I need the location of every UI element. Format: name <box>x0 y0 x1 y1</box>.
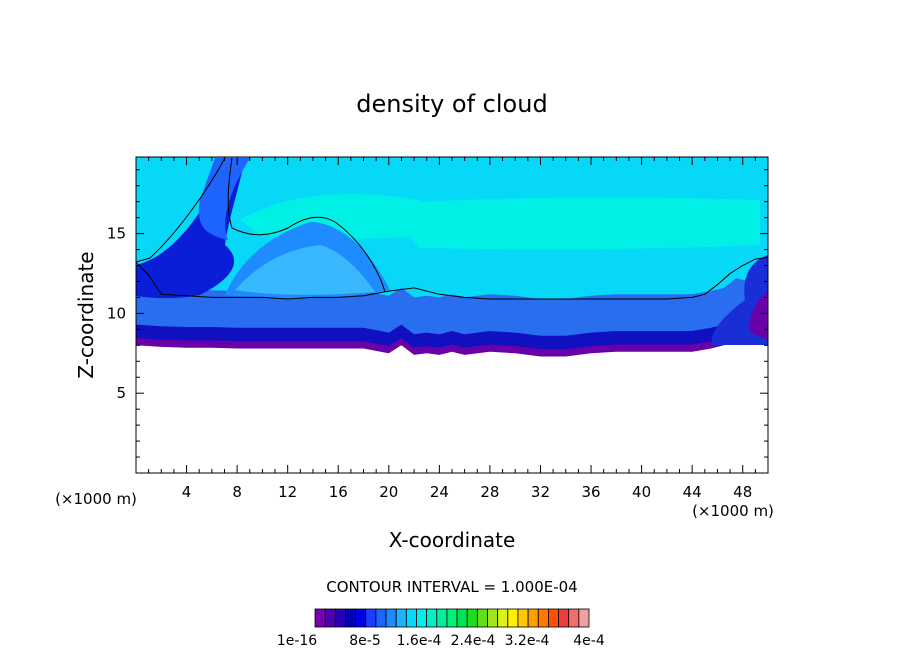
x-tick-label: 4 <box>182 483 192 501</box>
y-axis-label: Z-coordinate <box>74 251 98 378</box>
colorbar-swatch <box>405 608 417 628</box>
x-tick-label: 44 <box>683 483 702 501</box>
colorbar <box>314 608 590 628</box>
chart-title: density of cloud <box>356 90 547 118</box>
colorbar-swatch <box>334 608 346 628</box>
x-axis: 4 8 12 16 20 24 28 32 36 40 44 48 <box>148 157 756 501</box>
x-tick-label: 12 <box>278 483 297 501</box>
colorbar-swatch <box>395 608 407 628</box>
colorbar-swatch <box>497 608 509 628</box>
plot-area <box>136 157 768 473</box>
colorbar-tick-label: 1e-16 <box>277 633 317 649</box>
colorbar-tick-label: 3.2e-4 <box>505 633 550 649</box>
colorbar-swatch <box>456 608 468 628</box>
colorbar-swatch <box>314 608 326 628</box>
cloud-light-cyan-region-upper <box>375 197 760 250</box>
colorbar-swatch <box>487 608 499 628</box>
x-tick-label: 40 <box>632 483 651 501</box>
colorbar-swatch <box>578 608 590 628</box>
colorbar-swatch <box>355 608 367 628</box>
colorbar-swatch <box>324 608 336 628</box>
colorbar-swatch <box>385 608 397 628</box>
colorbar-swatch <box>436 608 448 628</box>
colorbar-swatch <box>548 608 559 628</box>
y-tick-label: 15 <box>107 225 126 243</box>
colorbar-swatch <box>537 608 549 628</box>
x-tick-label: 24 <box>430 483 449 501</box>
x-tick-label: 36 <box>581 483 600 501</box>
contour-interval-label: CONTOUR INTERVAL = 1.000E-04 <box>326 578 577 596</box>
x-tick-label: 8 <box>232 483 242 501</box>
colorbar-swatch <box>446 608 458 628</box>
colorbar-tick-label: 2.4e-4 <box>451 633 496 649</box>
x-tick-label: 16 <box>329 483 348 501</box>
cloud-contour-line <box>136 257 768 300</box>
x-tick-label: 32 <box>531 483 550 501</box>
colorbar-swatch <box>527 608 539 628</box>
cloud-light-cyan-region-mid <box>240 194 430 239</box>
colorbar-swatch <box>416 608 428 628</box>
anvil-outflow-blue <box>198 158 250 240</box>
colorbar-swatch <box>345 608 356 628</box>
colorbar-swatch <box>375 608 387 628</box>
colorbar-swatch <box>466 608 478 628</box>
x-unit-left-label: (×1000 m) <box>55 490 137 508</box>
colorbar-tick-label: 8e-5 <box>349 633 380 649</box>
colorbar-swatch <box>365 608 377 628</box>
colorbar-tick-label: 1.6e-4 <box>397 633 442 649</box>
x-axis-label: X-coordinate <box>389 528 516 552</box>
x-tick-label: 48 <box>733 483 752 501</box>
colorbar-swatch <box>517 608 529 628</box>
x-tick-label: 20 <box>379 483 398 501</box>
colorbar-swatch <box>558 608 570 628</box>
y-tick-label: 5 <box>116 384 126 402</box>
y-tick-label: 10 <box>107 304 126 322</box>
right-edge-cell-base <box>749 292 768 340</box>
colorbar-swatch <box>568 608 580 628</box>
colorbar-swatch <box>476 608 488 628</box>
convective-core-light <box>235 245 375 295</box>
colorbar-tick-label: 4e-4 <box>573 633 605 649</box>
anvil-contour-line <box>136 157 386 293</box>
colorbar-swatch <box>507 608 519 628</box>
colorbar-labels: 1e-16 8e-5 1.6e-4 2.4e-4 3.2e-4 4e-4 <box>277 633 605 649</box>
x-unit-right-label: (×1000 m) <box>692 502 774 520</box>
colorbar-swatch <box>426 608 438 628</box>
x-tick-label: 28 <box>480 483 499 501</box>
y-axis: 5 10 15 <box>107 169 768 458</box>
